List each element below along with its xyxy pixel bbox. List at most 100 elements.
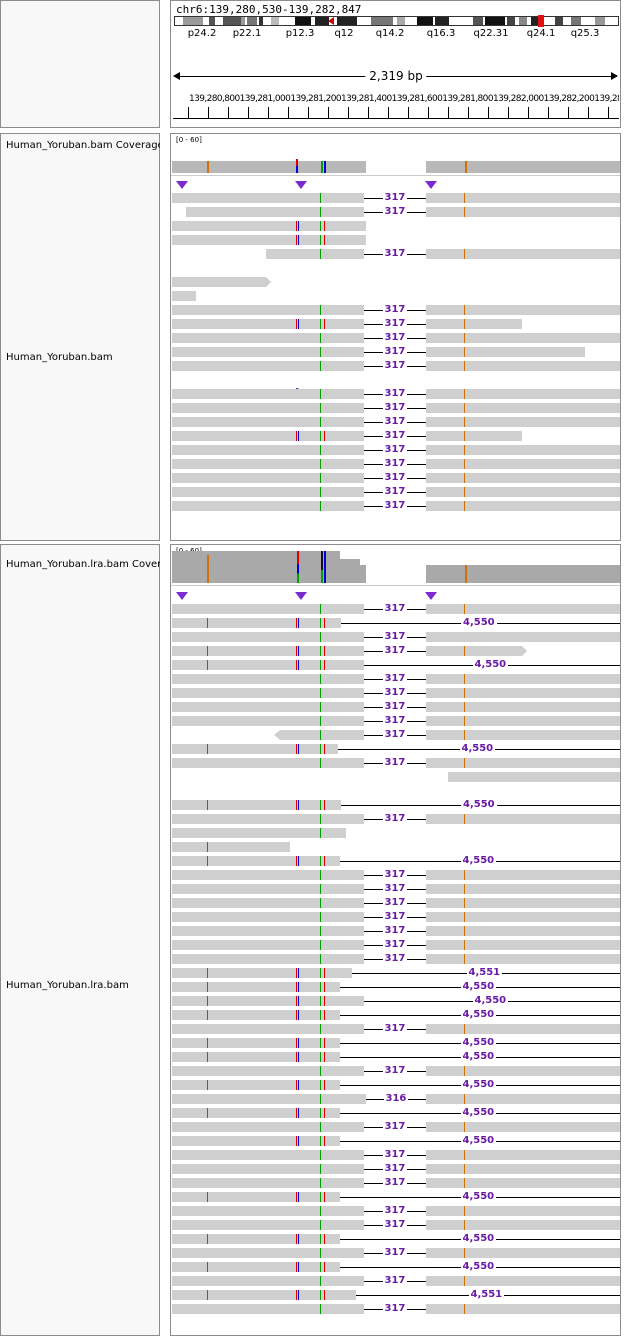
read[interactable] bbox=[172, 646, 364, 656]
read[interactable] bbox=[426, 940, 620, 950]
read[interactable] bbox=[172, 487, 364, 497]
read[interactable] bbox=[426, 1066, 620, 1076]
read[interactable] bbox=[172, 221, 366, 231]
locus-text[interactable]: chr6:139,280,530-139,282,847 bbox=[176, 3, 362, 16]
read[interactable] bbox=[172, 235, 366, 245]
read[interactable] bbox=[426, 333, 620, 343]
insertion-marker-icon[interactable] bbox=[425, 181, 437, 189]
read[interactable] bbox=[172, 996, 364, 1006]
read[interactable] bbox=[172, 501, 364, 511]
read[interactable] bbox=[172, 193, 364, 203]
read[interactable] bbox=[172, 1024, 364, 1034]
read[interactable] bbox=[172, 912, 364, 922]
read[interactable] bbox=[172, 1010, 340, 1020]
read[interactable] bbox=[172, 1052, 340, 1062]
read[interactable] bbox=[426, 473, 620, 483]
read[interactable] bbox=[172, 1038, 340, 1048]
read[interactable] bbox=[426, 459, 620, 469]
read[interactable] bbox=[426, 319, 522, 329]
read[interactable] bbox=[426, 1024, 620, 1034]
alignment-track-label-2[interactable]: Human_Yoruban.lra.bam bbox=[6, 980, 129, 991]
read[interactable] bbox=[426, 1276, 620, 1286]
read[interactable] bbox=[172, 319, 364, 329]
read[interactable] bbox=[172, 954, 364, 964]
insertion-marker-icon[interactable] bbox=[295, 181, 307, 189]
read[interactable] bbox=[172, 473, 364, 483]
read[interactable] bbox=[426, 1178, 620, 1188]
read[interactable] bbox=[426, 898, 620, 908]
read[interactable] bbox=[172, 632, 364, 642]
read[interactable] bbox=[172, 856, 340, 866]
read[interactable] bbox=[280, 730, 364, 740]
read[interactable] bbox=[172, 333, 364, 343]
read[interactable] bbox=[172, 1248, 364, 1258]
read[interactable] bbox=[426, 403, 620, 413]
read[interactable] bbox=[172, 968, 352, 978]
read[interactable] bbox=[426, 1122, 620, 1132]
read[interactable] bbox=[172, 828, 346, 838]
insertion-marker-icon[interactable] bbox=[425, 592, 437, 600]
read[interactable] bbox=[172, 898, 364, 908]
read[interactable] bbox=[172, 1136, 340, 1146]
read[interactable] bbox=[426, 1304, 620, 1314]
read[interactable] bbox=[426, 249, 620, 259]
read[interactable] bbox=[426, 702, 620, 712]
read[interactable] bbox=[426, 1164, 620, 1174]
insertion-marker-icon[interactable] bbox=[176, 592, 188, 600]
read[interactable] bbox=[172, 884, 364, 894]
read[interactable] bbox=[172, 291, 196, 301]
read[interactable] bbox=[426, 926, 620, 936]
read[interactable] bbox=[172, 403, 364, 413]
read[interactable] bbox=[172, 431, 364, 441]
read[interactable] bbox=[448, 772, 620, 782]
read[interactable] bbox=[172, 982, 340, 992]
read[interactable] bbox=[426, 870, 620, 880]
read[interactable] bbox=[426, 716, 620, 726]
read[interactable] bbox=[426, 207, 620, 217]
read[interactable] bbox=[426, 431, 522, 441]
read[interactable] bbox=[172, 618, 341, 628]
read[interactable] bbox=[172, 1178, 364, 1188]
read[interactable] bbox=[172, 926, 364, 936]
read[interactable] bbox=[426, 1094, 620, 1104]
read[interactable] bbox=[172, 814, 364, 824]
read[interactable] bbox=[172, 940, 364, 950]
alignment-track-label-1[interactable]: Human_Yoruban.bam bbox=[6, 352, 113, 363]
insertion-marker-icon[interactable] bbox=[295, 592, 307, 600]
read[interactable] bbox=[426, 632, 620, 642]
read[interactable] bbox=[426, 501, 620, 511]
read[interactable] bbox=[172, 674, 364, 684]
read[interactable] bbox=[172, 870, 364, 880]
read[interactable] bbox=[172, 1262, 340, 1272]
read[interactable] bbox=[426, 604, 620, 614]
chromosome-ideogram[interactable] bbox=[174, 15, 619, 27]
read[interactable] bbox=[426, 1248, 620, 1258]
read[interactable] bbox=[426, 884, 620, 894]
read[interactable] bbox=[266, 249, 364, 259]
read[interactable] bbox=[426, 487, 620, 497]
read[interactable] bbox=[426, 193, 620, 203]
read[interactable] bbox=[172, 389, 364, 399]
read[interactable] bbox=[172, 1220, 364, 1230]
read[interactable] bbox=[172, 842, 290, 852]
read[interactable] bbox=[426, 1206, 620, 1216]
read[interactable] bbox=[426, 674, 620, 684]
read[interactable] bbox=[172, 744, 338, 754]
read[interactable] bbox=[172, 1290, 356, 1300]
read[interactable] bbox=[426, 646, 522, 656]
read[interactable] bbox=[172, 277, 266, 287]
read[interactable] bbox=[172, 1094, 366, 1104]
read[interactable] bbox=[172, 1080, 340, 1090]
read[interactable] bbox=[426, 347, 585, 357]
read[interactable] bbox=[186, 207, 364, 217]
read[interactable] bbox=[172, 417, 364, 427]
read[interactable] bbox=[426, 445, 620, 455]
read[interactable] bbox=[172, 758, 364, 768]
coverage-track-label-2[interactable]: Human_Yoruban.lra.bam Coverage bbox=[6, 559, 160, 570]
read[interactable] bbox=[172, 361, 364, 371]
insertion-marker-icon[interactable] bbox=[176, 181, 188, 189]
read[interactable] bbox=[426, 688, 620, 698]
coverage-track-label-1[interactable]: Human_Yoruban.bam Coverage bbox=[6, 140, 160, 151]
read[interactable] bbox=[172, 1304, 364, 1314]
read[interactable] bbox=[172, 1150, 364, 1160]
